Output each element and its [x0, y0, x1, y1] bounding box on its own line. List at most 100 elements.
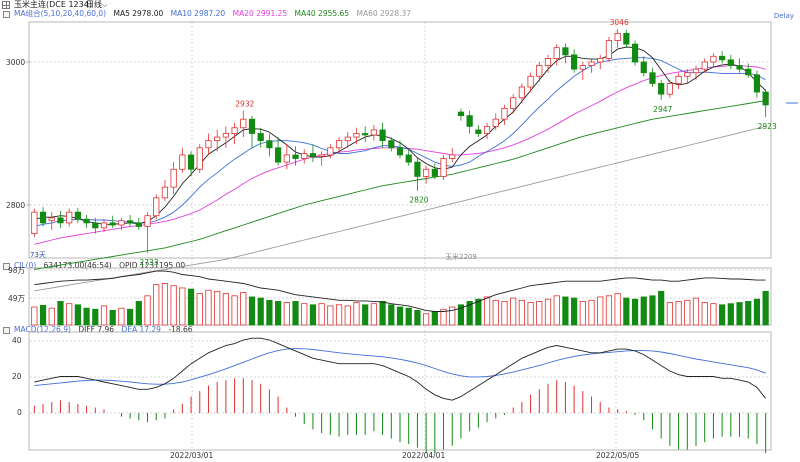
dea-line: [34, 348, 766, 387]
candle-body: [692, 68, 700, 74]
volume-bar: [231, 295, 238, 326]
candle-body: [231, 127, 238, 134]
volume-bar: [196, 293, 203, 326]
macd-hist-value: -18.66: [168, 325, 193, 334]
volume-bar: [240, 292, 247, 326]
candle-body: [83, 218, 90, 224]
volume-bar: [266, 299, 273, 326]
oi-indicator-label[interactable]: CJL(0): [14, 261, 37, 270]
macd-tick-40: 40: [12, 336, 22, 345]
ma-indicator-label[interactable]: MA组合(5,10,20,40,60,0): [14, 9, 107, 18]
candle-body: [379, 129, 386, 142]
candle-body: [501, 108, 508, 120]
period-selector[interactable]: 日线: [86, 0, 102, 9]
dea-value: DEA 17.29: [121, 325, 161, 334]
volume-bar: [640, 296, 647, 326]
volume-bar: [684, 299, 691, 326]
candle-body: [649, 72, 656, 84]
candle-body: [283, 154, 290, 163]
oi-settings-icon[interactable]: [3, 263, 10, 270]
candle-body: [240, 118, 247, 129]
volume-bar: [118, 307, 125, 326]
ma-legend: MA组合(5,10,20,40,60,0) MA5 2978.00 MA10 2…: [14, 9, 416, 19]
candle-body: [710, 55, 717, 63]
candle-body: [571, 54, 578, 70]
candle-body: [527, 75, 534, 88]
volume-bar: [492, 299, 499, 326]
volume-bar: [614, 293, 621, 326]
candle-body: [597, 58, 604, 63]
volume-bar: [370, 303, 377, 326]
candle-body: [344, 136, 351, 142]
y-tick-3000: 3000: [6, 58, 25, 67]
candle-body: [701, 61, 708, 70]
volume-bar: [510, 297, 517, 326]
volume-bar: [736, 302, 743, 326]
volume-bar: [562, 296, 569, 326]
volume-bar: [727, 303, 734, 326]
ma10-value: MA10 2987.20: [170, 9, 226, 18]
candle-body: [623, 33, 630, 45]
volume-bar: [31, 306, 38, 326]
volume-bar: [353, 302, 360, 326]
chevron-down-icon[interactable]: ⌵: [102, 1, 108, 9]
candle-body: [544, 58, 552, 66]
candle-body: [762, 91, 769, 106]
candle-body: [745, 68, 752, 76]
settings-icon[interactable]: [3, 11, 10, 18]
volume-bar: [301, 303, 308, 326]
window-grid-icon[interactable]: [2, 1, 10, 9]
macd-settings-icon[interactable]: [3, 327, 10, 334]
volume-bar: [701, 302, 708, 326]
volume-bar: [553, 295, 560, 326]
candle-body: [353, 133, 360, 138]
candlesticks: [31, 29, 769, 253]
candle-body: [579, 65, 586, 70]
volume-bar: [170, 285, 177, 326]
candle-body: [440, 158, 447, 177]
volume-bar: [762, 290, 769, 326]
panel-frame: [28, 21, 772, 259]
candle-body: [118, 220, 125, 226]
candle-body: [301, 153, 308, 159]
diff-value: DIFF 7.96: [78, 325, 115, 334]
candle-body: [719, 55, 726, 61]
candle-body: [144, 215, 151, 227]
candle-body: [666, 83, 673, 95]
candle-body: [423, 168, 430, 177]
candle-body: [109, 222, 116, 226]
candle-body: [66, 211, 73, 224]
candle-body: [292, 154, 299, 159]
ma5-value: MA5 2978.00: [113, 9, 164, 18]
axis-labels: 3046 2932 2947 2923 2820 2733: [140, 18, 777, 267]
oi-tick-49: 49万: [8, 294, 26, 303]
volume-bar: [222, 293, 229, 326]
volume-bar: [536, 301, 543, 326]
macd-indicator-label[interactable]: MACD(12,26,9): [14, 325, 71, 334]
volume-bar: [292, 301, 299, 326]
volume-bar: [153, 284, 160, 326]
volume-bar: [405, 307, 412, 326]
candle-body: [675, 75, 682, 84]
volume-bar: [396, 306, 404, 326]
candle-body: [510, 97, 517, 109]
candle-body: [684, 72, 691, 77]
candle-body: [170, 168, 177, 188]
candle-body: [205, 140, 212, 149]
low-annotation: 2733: [140, 258, 159, 267]
volume-bar: [275, 301, 282, 326]
volume-bar: [127, 308, 134, 326]
oi-tick-98: 98万: [8, 266, 26, 275]
candle-body: [48, 217, 55, 222]
volume-bar: [658, 290, 665, 326]
watermark: 玉米2209: [445, 252, 477, 261]
symbol-name[interactable]: 玉米主连(DCE 1234): [14, 0, 92, 9]
volume-bar: [623, 297, 630, 326]
candle-body: [31, 211, 38, 234]
volume-bar: [631, 298, 639, 326]
volume-bar: [579, 301, 586, 326]
volume-bar: [92, 308, 99, 326]
volume-bar: [605, 295, 613, 326]
